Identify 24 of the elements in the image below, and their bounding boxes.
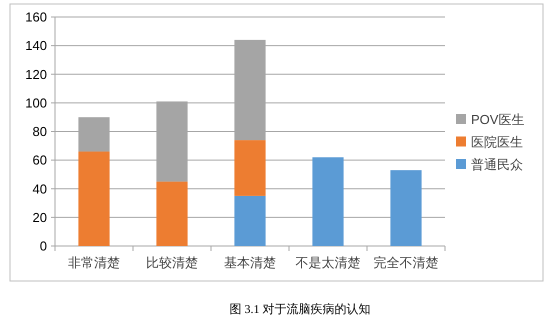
y-tick-label: 120 bbox=[25, 66, 47, 82]
y-tick-label: 100 bbox=[25, 95, 47, 110]
y-tick-label: 140 bbox=[25, 38, 47, 54]
bar bbox=[156, 182, 188, 246]
bar bbox=[78, 152, 110, 246]
y-tick-label: 20 bbox=[32, 210, 47, 225]
y-tick-label: 60 bbox=[32, 152, 47, 168]
x-tick-label: 比较清楚 bbox=[146, 255, 198, 270]
bar bbox=[234, 196, 266, 246]
bar bbox=[312, 157, 344, 246]
x-tick-label: 基本清楚 bbox=[224, 255, 276, 270]
legend-label: 普通民众 bbox=[471, 157, 523, 172]
legend-label: 医院医生 bbox=[471, 134, 523, 150]
y-tick-label: 80 bbox=[32, 124, 47, 139]
y-tick-label: 0 bbox=[40, 238, 47, 254]
bar bbox=[234, 140, 266, 196]
bar bbox=[390, 170, 422, 246]
x-tick-label: 不是太清楚 bbox=[296, 255, 360, 270]
x-tick-label: 完全不清楚 bbox=[374, 255, 438, 270]
legend-label: POV医生 bbox=[471, 112, 524, 127]
x-tick-label: 非常清楚 bbox=[68, 255, 120, 270]
y-tick-label: 40 bbox=[32, 181, 47, 196]
caption: 图 3.1 对于流脑疾病的认知 bbox=[230, 302, 370, 316]
y-tick-label: 160 bbox=[25, 10, 47, 24]
